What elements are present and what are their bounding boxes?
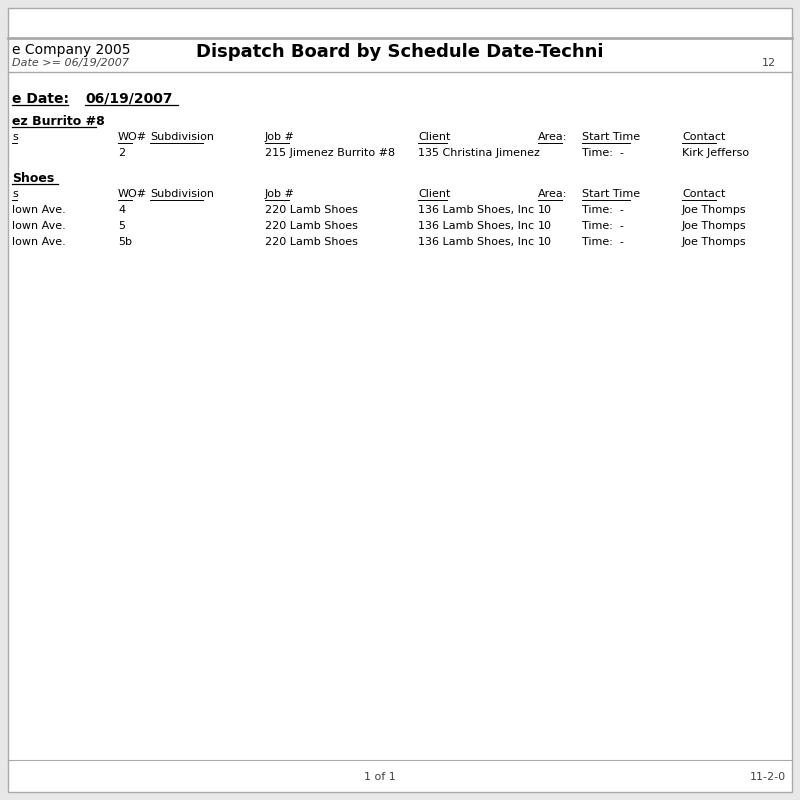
Text: lown Ave.: lown Ave. bbox=[12, 237, 66, 247]
Text: lown Ave.: lown Ave. bbox=[12, 205, 66, 215]
Text: Time:  -: Time: - bbox=[582, 148, 624, 158]
Text: 135 Christina Jimenez: 135 Christina Jimenez bbox=[418, 148, 540, 158]
Text: Contact: Contact bbox=[682, 132, 726, 142]
Text: Dispatch Board by Schedule Date-Techni: Dispatch Board by Schedule Date-Techni bbox=[196, 43, 604, 61]
Text: e Date:: e Date: bbox=[12, 92, 69, 106]
Text: 06/19/2007: 06/19/2007 bbox=[85, 92, 173, 106]
Text: Joe Thomps: Joe Thomps bbox=[682, 205, 746, 215]
Text: Date >= 06/19/2007: Date >= 06/19/2007 bbox=[12, 58, 129, 68]
Text: 215 Jimenez Burrito #8: 215 Jimenez Burrito #8 bbox=[265, 148, 395, 158]
Text: Subdivision: Subdivision bbox=[150, 132, 214, 142]
Text: 10: 10 bbox=[538, 237, 552, 247]
Text: Job #: Job # bbox=[265, 132, 295, 142]
Text: Time:  -: Time: - bbox=[582, 221, 624, 231]
FancyBboxPatch shape bbox=[8, 8, 792, 792]
Text: Area:: Area: bbox=[538, 132, 567, 142]
Text: WO#: WO# bbox=[118, 189, 147, 199]
Text: ez Burrito #8: ez Burrito #8 bbox=[12, 115, 105, 128]
Text: 136 Lamb Shoes, Inc: 136 Lamb Shoes, Inc bbox=[418, 237, 534, 247]
Text: 220 Lamb Shoes: 220 Lamb Shoes bbox=[265, 221, 358, 231]
Text: Client: Client bbox=[418, 132, 450, 142]
Text: Kirk Jefferso: Kirk Jefferso bbox=[682, 148, 749, 158]
Text: Time:  -: Time: - bbox=[582, 237, 624, 247]
Text: 12: 12 bbox=[762, 58, 776, 68]
Text: Subdivision: Subdivision bbox=[150, 189, 214, 199]
Text: Start Time: Start Time bbox=[582, 132, 640, 142]
Text: 10: 10 bbox=[538, 205, 552, 215]
Text: 1 of 1: 1 of 1 bbox=[364, 772, 396, 782]
Text: Joe Thomps: Joe Thomps bbox=[682, 221, 746, 231]
Text: 136 Lamb Shoes, Inc: 136 Lamb Shoes, Inc bbox=[418, 205, 534, 215]
Text: Start Time: Start Time bbox=[582, 189, 640, 199]
Text: 220 Lamb Shoes: 220 Lamb Shoes bbox=[265, 237, 358, 247]
Text: 11-2-0: 11-2-0 bbox=[750, 772, 786, 782]
Text: Client: Client bbox=[418, 189, 450, 199]
Text: Area:: Area: bbox=[538, 189, 567, 199]
Text: Contact: Contact bbox=[682, 189, 726, 199]
Text: 4: 4 bbox=[118, 205, 125, 215]
Text: 2: 2 bbox=[118, 148, 125, 158]
Text: Time:  -: Time: - bbox=[582, 205, 624, 215]
Text: lown Ave.: lown Ave. bbox=[12, 221, 66, 231]
Text: Shoes: Shoes bbox=[12, 172, 54, 185]
Text: 10: 10 bbox=[538, 221, 552, 231]
Text: s: s bbox=[12, 132, 18, 142]
Text: Joe Thomps: Joe Thomps bbox=[682, 237, 746, 247]
Text: 136 Lamb Shoes, Inc: 136 Lamb Shoes, Inc bbox=[418, 221, 534, 231]
Text: 220 Lamb Shoes: 220 Lamb Shoes bbox=[265, 205, 358, 215]
Text: 5b: 5b bbox=[118, 237, 132, 247]
Text: Job #: Job # bbox=[265, 189, 295, 199]
Text: s: s bbox=[12, 189, 18, 199]
Text: 5: 5 bbox=[118, 221, 125, 231]
Text: WO#: WO# bbox=[118, 132, 147, 142]
Text: e Company 2005: e Company 2005 bbox=[12, 43, 130, 57]
